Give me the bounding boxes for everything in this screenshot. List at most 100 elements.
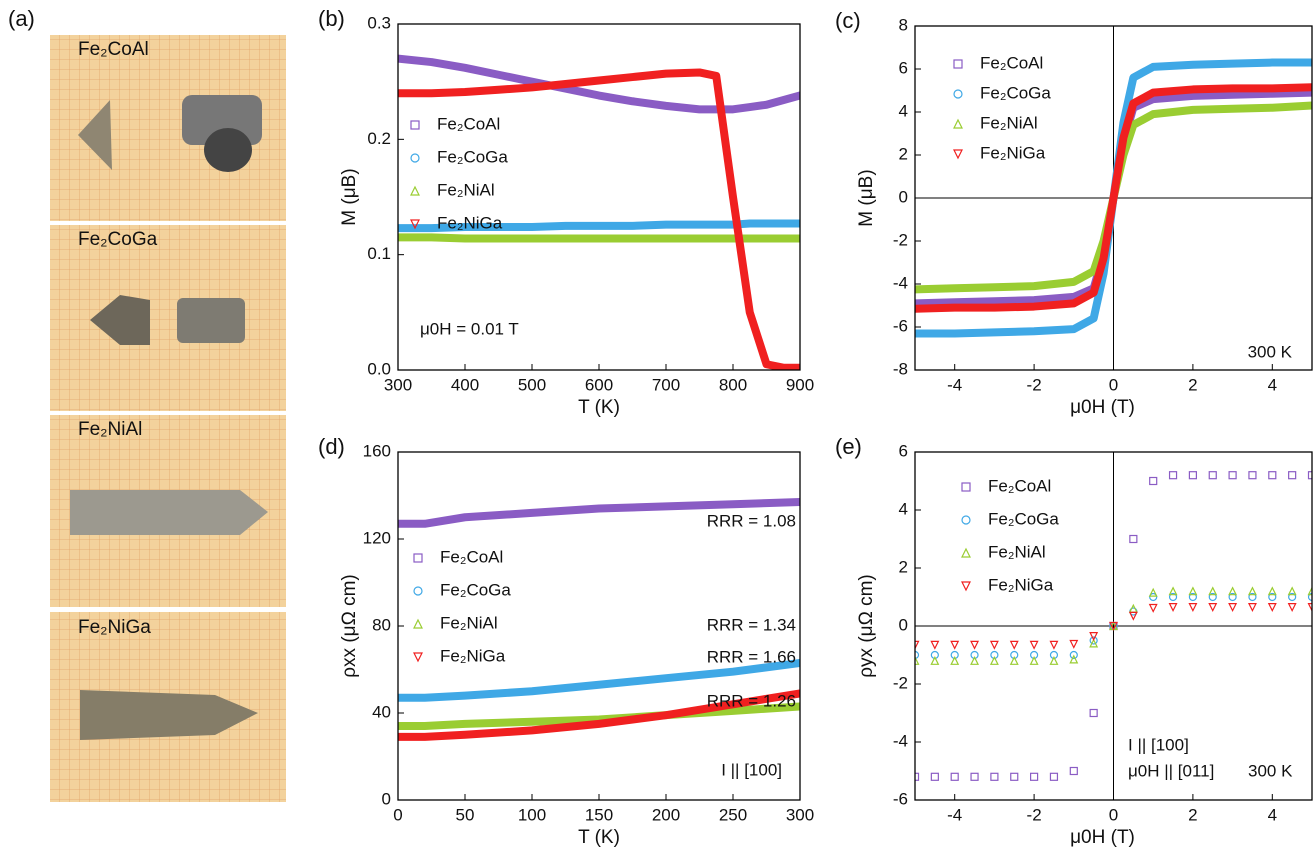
data-point — [1090, 710, 1097, 717]
legend-label: Fe₂CoAl — [437, 114, 500, 133]
x-tick-label: 0 — [1109, 375, 1118, 394]
data-point — [1189, 604, 1196, 611]
annotation: I || [100] — [1128, 735, 1189, 754]
sample-label: Fe₂NiGa — [78, 617, 151, 638]
legend-label: Fe₂NiGa — [440, 646, 506, 665]
x-tick-label: 500 — [518, 375, 546, 394]
legend-label: Fe₂NiGa — [437, 213, 503, 232]
y-tick-label: 0 — [899, 187, 908, 206]
legend-marker — [414, 653, 422, 661]
data-point — [1050, 773, 1057, 780]
legend-label: Fe₂NiAl — [440, 613, 498, 632]
legend-marker — [414, 554, 422, 562]
data-point — [951, 641, 958, 648]
data-point — [1130, 612, 1137, 619]
legend-marker — [414, 587, 422, 595]
y-axis-label: ρxx (μΩ cm) — [339, 574, 360, 678]
legend-label: Fe₂NiGa — [988, 575, 1054, 594]
annotation: RRR = 1.08 — [707, 511, 796, 530]
data-point — [1150, 589, 1157, 596]
y-tick-label: -6 — [893, 789, 908, 808]
data-point — [951, 773, 958, 780]
figure: (a) Fe₂CoAl Fe₂CoGa Fe₂NiAl Fe₂NiGa (b) F… — [0, 0, 1315, 853]
x-axis-label: T (K) — [578, 397, 620, 418]
x-tick-label: 700 — [652, 375, 680, 394]
y-tick-label: 80 — [372, 615, 391, 634]
y-tick-label: 4 — [899, 499, 908, 518]
data-point — [1269, 472, 1276, 479]
data-point — [1289, 472, 1296, 479]
y-tick-label: 0.2 — [367, 129, 391, 148]
y-tick-label: -2 — [893, 673, 908, 692]
panel-label: (e) — [835, 434, 862, 459]
data-point — [991, 773, 998, 780]
y-tick-label: 6 — [899, 58, 908, 77]
legend-label: Fe₂NiAl — [988, 542, 1046, 561]
x-tick-label: 900 — [786, 375, 814, 394]
y-tick-label: -2 — [893, 230, 908, 249]
x-tick-label: 800 — [719, 375, 747, 394]
annotation: μ0H = 0.01 T — [420, 319, 519, 338]
x-tick-label: 250 — [719, 805, 747, 824]
x-tick-label: -2 — [1027, 375, 1042, 394]
data-point — [1150, 478, 1157, 485]
y-tick-label: 40 — [372, 702, 391, 721]
x-tick-label: 400 — [451, 375, 479, 394]
data-point — [1031, 773, 1038, 780]
legend-marker — [411, 121, 419, 129]
data-point — [951, 657, 958, 664]
data-point — [1249, 604, 1256, 611]
y-axis-label: M (μB) — [339, 168, 360, 225]
y-tick-label: 0 — [899, 615, 908, 634]
y-tick-label: 120 — [363, 528, 391, 547]
data-point — [1070, 640, 1077, 647]
chart-panel: (b)Fe₂CoAlFe₂CoGaFe₂NiAlFe₂NiGa300400500… — [318, 6, 814, 418]
data-point — [1209, 604, 1216, 611]
legend-marker — [962, 582, 970, 590]
legend-marker — [962, 516, 970, 524]
sample-label: Fe₂CoGa — [78, 229, 158, 250]
data-point — [1249, 472, 1256, 479]
x-axis-label: T (K) — [578, 827, 620, 848]
data-point — [1011, 657, 1018, 664]
data-point — [1031, 641, 1038, 648]
x-tick-label: 4 — [1268, 375, 1277, 394]
photo-panel: Fe₂CoAl Fe₂CoGa Fe₂NiAl Fe₂NiGa — [50, 35, 286, 802]
legend-label: Fe₂NiAl — [437, 180, 495, 199]
panel-label: (a) — [8, 6, 35, 31]
annotation: I || [100] — [721, 760, 782, 779]
data-point — [1050, 657, 1057, 664]
annotation: μ0H || [011] — [1128, 761, 1214, 780]
x-tick-label: 0 — [393, 805, 402, 824]
legend-marker — [411, 187, 419, 195]
annotation: RRR = 1.34 — [707, 615, 796, 634]
data-point — [931, 657, 938, 664]
data-point — [991, 657, 998, 664]
y-tick-label: 4 — [899, 101, 908, 120]
data-point — [1229, 472, 1236, 479]
legend-label: Fe₂CoGa — [437, 147, 508, 166]
data-point — [1289, 604, 1296, 611]
annotation: 300 K — [1248, 761, 1293, 780]
legend-marker — [954, 120, 962, 128]
data-point — [931, 773, 938, 780]
legend-label: Fe₂NiGa — [980, 143, 1046, 162]
legend-label: Fe₂NiAl — [980, 113, 1038, 132]
data-point — [1229, 604, 1236, 611]
panel-label: (b) — [318, 6, 345, 31]
panel-label: (d) — [318, 434, 345, 459]
x-tick-label: 600 — [585, 375, 613, 394]
photo — [50, 225, 286, 411]
y-tick-label: 0.1 — [367, 244, 391, 263]
sample-label: Fe₂NiAl — [78, 419, 142, 440]
data-point — [1150, 605, 1157, 612]
sample — [70, 490, 268, 535]
y-tick-label: -4 — [893, 273, 908, 292]
y-axis-label: M (μB) — [856, 169, 877, 226]
legend-marker — [414, 620, 422, 628]
y-tick-label: -4 — [893, 731, 908, 750]
data-point — [971, 773, 978, 780]
x-axis-label: μ0H (T) — [1070, 827, 1135, 848]
